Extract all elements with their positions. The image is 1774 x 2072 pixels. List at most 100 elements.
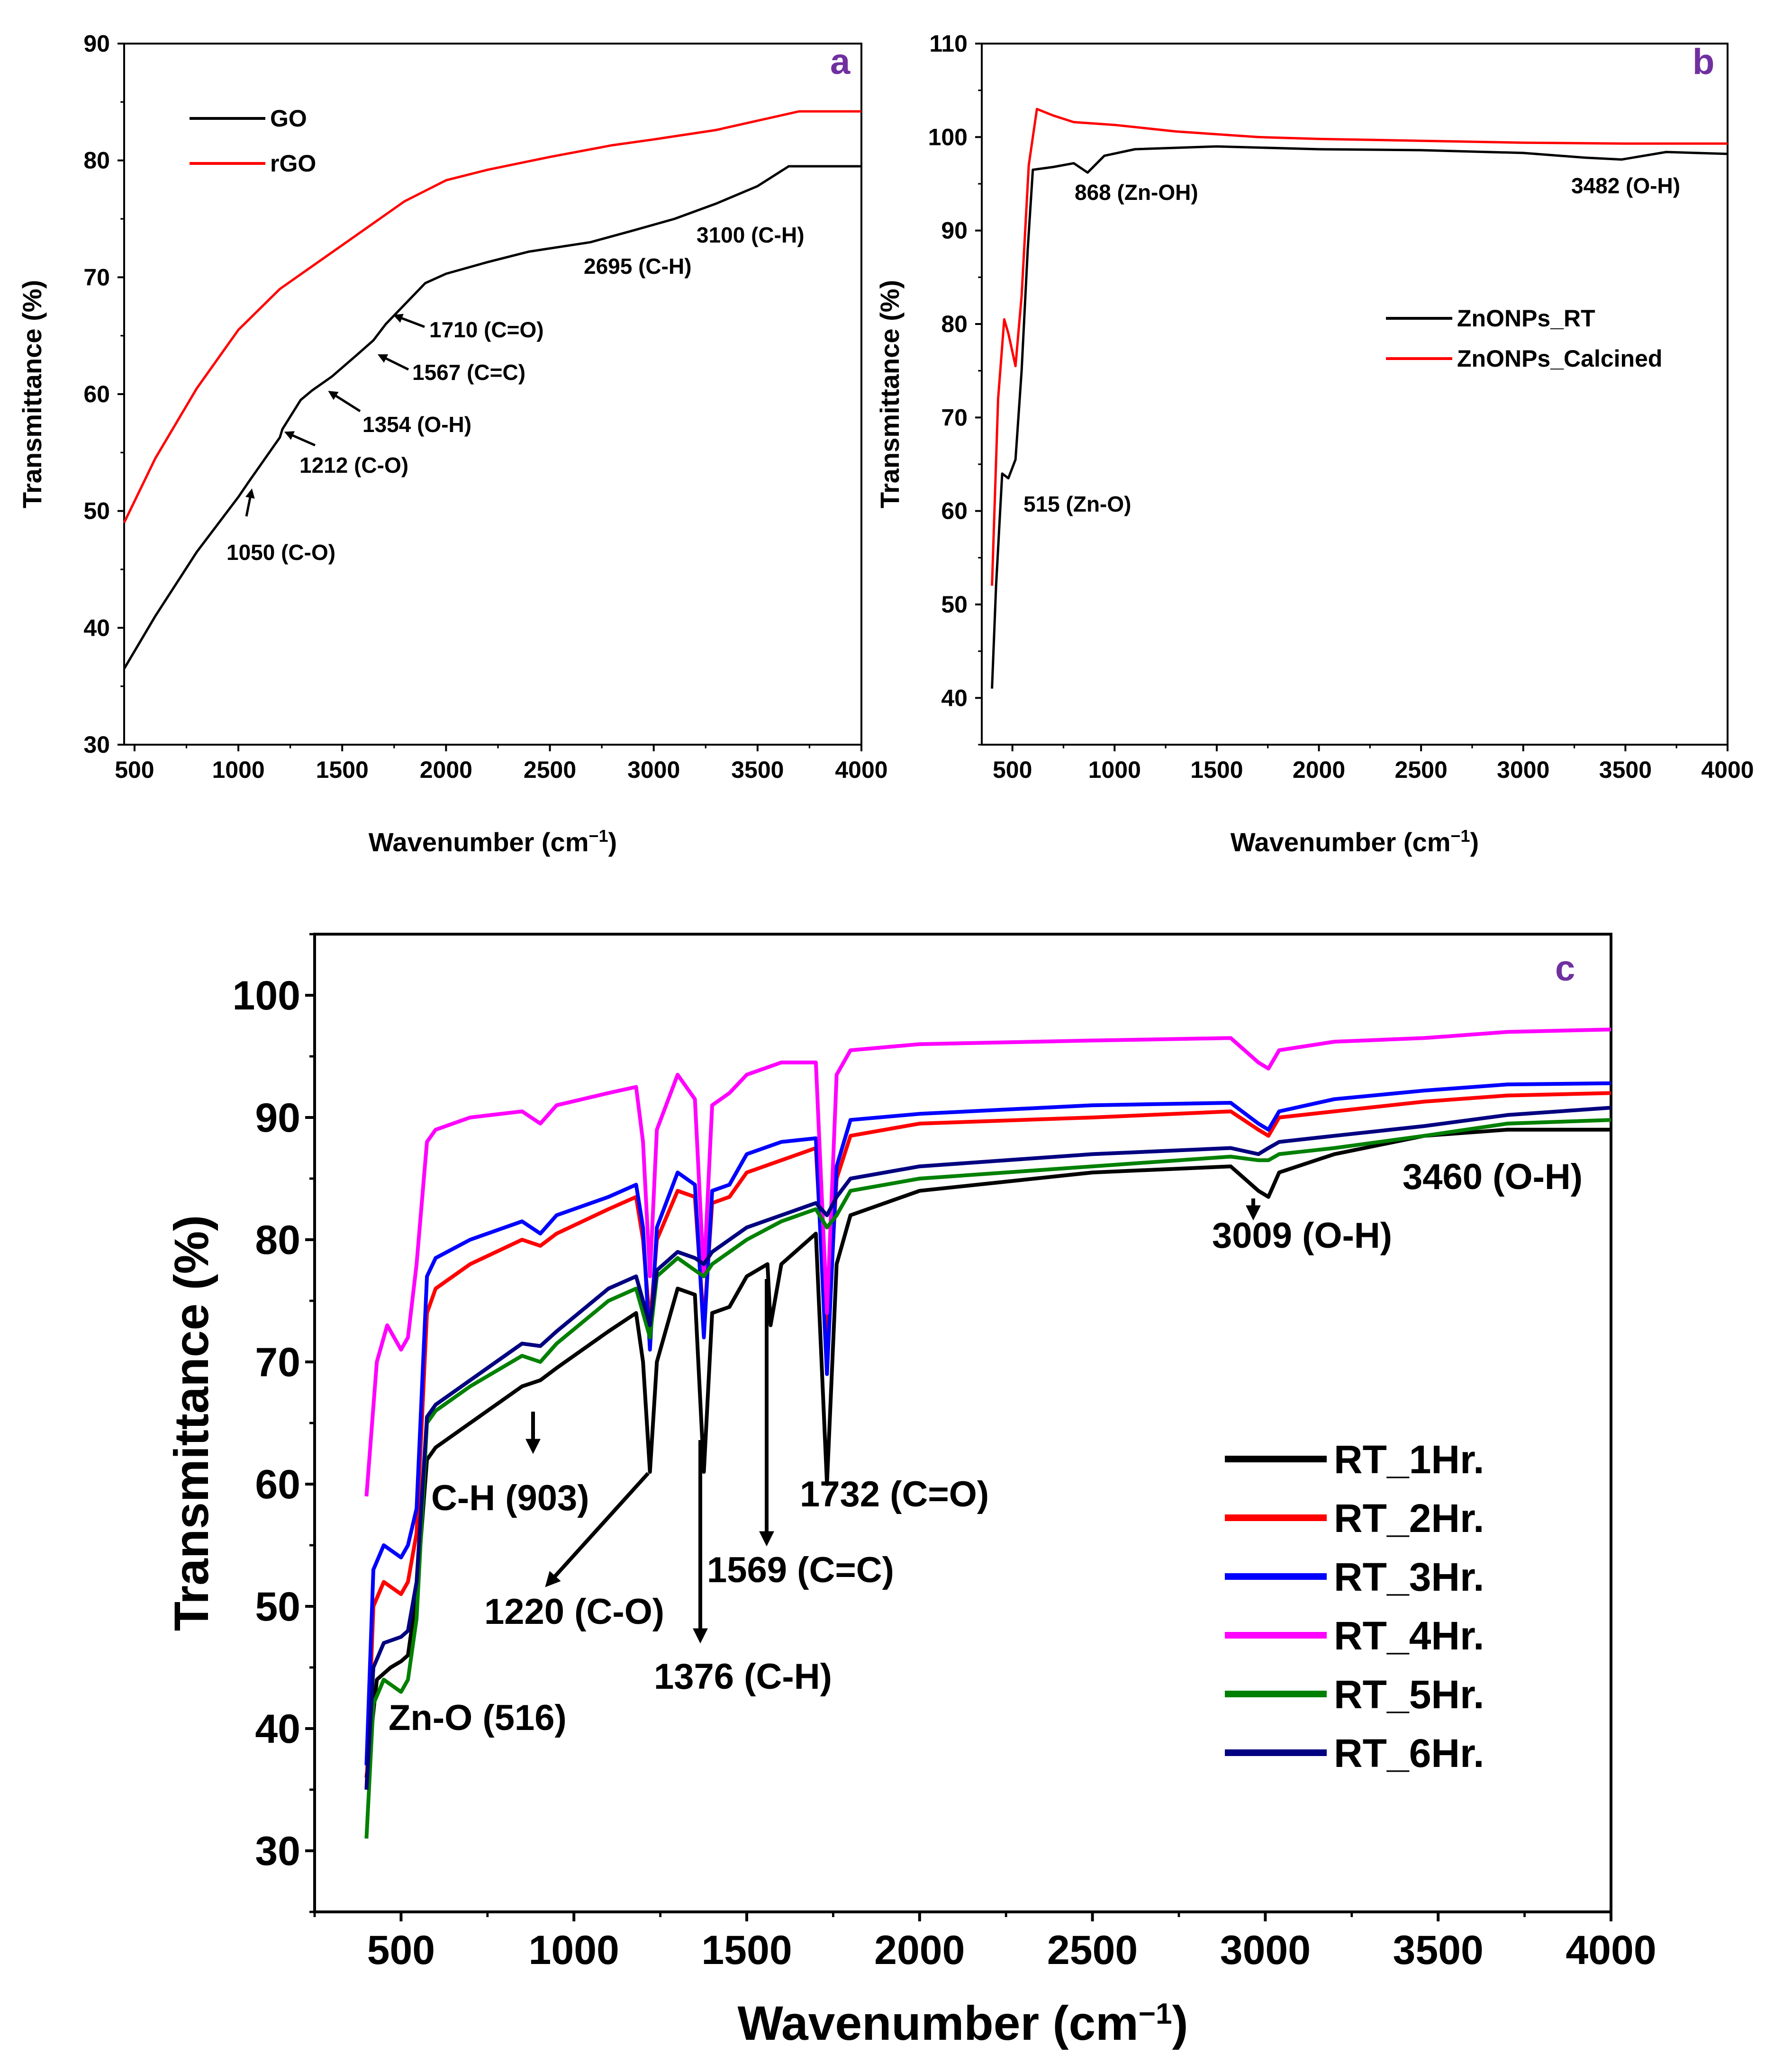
x-tick-label: 500 bbox=[993, 757, 1032, 783]
peak-annotation: 868 (Zn-OH) bbox=[1075, 180, 1198, 205]
y-tick-label: 70 bbox=[941, 404, 968, 431]
peak-annotation: 3100 (C-H) bbox=[697, 223, 805, 247]
x-tick-label: 2000 bbox=[874, 1928, 965, 1973]
x-tick-label: 4000 bbox=[835, 757, 887, 783]
plot-frame bbox=[123, 43, 862, 746]
x-axis-label: Wavenumber (cm−1) bbox=[737, 1996, 1188, 2050]
peak-annotation: 2695 (C-H) bbox=[584, 254, 692, 279]
y-tick-label: 60 bbox=[941, 498, 968, 524]
series-line-rt-1hr- bbox=[364, 1127, 1611, 1778]
annotation-arrow bbox=[245, 488, 255, 517]
x-tick-label: 3500 bbox=[1393, 1928, 1484, 1973]
peak-annotation: 1710 (C=O) bbox=[429, 317, 544, 342]
legend-label: RT_1Hr. bbox=[1334, 1437, 1484, 1482]
series-line-znonps-calcined bbox=[991, 108, 1728, 586]
peak-annotation: 1567 (C=C) bbox=[412, 360, 525, 385]
y-tick-label: 40 bbox=[83, 614, 110, 641]
panel-letter: c bbox=[1555, 948, 1575, 989]
peak-annotation: 3009 (O-H) bbox=[1212, 1216, 1392, 1256]
peak-annotation: 1050 (C-O) bbox=[226, 540, 335, 565]
y-tick-label: 90 bbox=[941, 217, 968, 244]
x-tick-label: 2000 bbox=[420, 757, 472, 783]
y-tick-label: 50 bbox=[83, 498, 110, 524]
legend-label: RT_5Hr. bbox=[1334, 1672, 1484, 1717]
y-tick-label: 90 bbox=[255, 1095, 300, 1141]
y-tick-label: 40 bbox=[255, 1706, 300, 1752]
legend-label: rGO bbox=[270, 150, 316, 177]
x-tick-label: 3500 bbox=[1599, 757, 1652, 783]
peak-annotation: 1732 (C=O) bbox=[800, 1474, 989, 1514]
chart-panel-c: 500 1000 1500 2000 2500 3000 3500 4000 30 40 50 60 7… bbox=[164, 933, 1656, 2050]
y-tick-label: 90 bbox=[83, 30, 110, 57]
legend-label: RT_6Hr. bbox=[1334, 1731, 1484, 1775]
series-line-go bbox=[123, 165, 861, 669]
series-line-rt-6hr- bbox=[364, 1106, 1611, 1790]
annotation-arrow bbox=[284, 431, 316, 447]
peak-annotation: 1376 (C-H) bbox=[654, 1657, 832, 1697]
annotation-arrow bbox=[377, 354, 409, 371]
y-tick-label: 110 bbox=[929, 30, 968, 57]
x-tick-label: 1500 bbox=[1190, 757, 1243, 783]
peak-annotation: 3460 (O-H) bbox=[1403, 1157, 1583, 1197]
y-tick-label: 80 bbox=[941, 311, 968, 337]
chart-panel-b: 500 1000 1500 2000 2500 3000 3500 4000 40 50 60 70 8… bbox=[875, 30, 1754, 857]
x-tick-label: 1000 bbox=[1088, 757, 1141, 783]
y-tick-label: 50 bbox=[941, 591, 968, 618]
y-tick-label: 40 bbox=[941, 685, 968, 711]
x-tick-label: 1500 bbox=[316, 757, 369, 783]
y-tick-label: 60 bbox=[255, 1462, 300, 1507]
x-tick-label: 1000 bbox=[529, 1928, 619, 1973]
peak-annotation: 1220 (C-O) bbox=[484, 1592, 664, 1632]
x-axis-label: Wavenumber (cm−1) bbox=[1231, 826, 1479, 857]
x-tick-label: 3000 bbox=[627, 757, 680, 783]
x-axis-label: Wavenumber (cm−1) bbox=[369, 826, 617, 857]
annotation-arrow bbox=[393, 314, 425, 328]
panel-letter: a bbox=[830, 42, 851, 82]
annotation-arrow bbox=[545, 1472, 650, 1587]
y-axis-label: Transmittance (%) bbox=[17, 280, 47, 508]
legend-label: RT_3Hr. bbox=[1334, 1555, 1484, 1599]
legend-label: RT_2Hr. bbox=[1334, 1496, 1484, 1540]
series-line-rt-4hr- bbox=[364, 1027, 1611, 1497]
series-line-znonps-rt bbox=[991, 145, 1728, 689]
x-tick-label: 2500 bbox=[524, 757, 576, 783]
x-tick-label: 500 bbox=[367, 1928, 435, 1973]
y-tick-label: 50 bbox=[255, 1584, 300, 1630]
panel-letter: b bbox=[1693, 42, 1714, 82]
y-tick-label: 60 bbox=[83, 381, 110, 407]
x-tick-label: 3000 bbox=[1220, 1928, 1311, 1973]
y-axis-label: Transmittance (%) bbox=[164, 1215, 218, 1631]
x-tick-label: 3000 bbox=[1497, 757, 1549, 783]
peak-annotation: 515 (Zn-O) bbox=[1023, 492, 1131, 516]
peak-annotation: 1354 (O-H) bbox=[362, 412, 471, 437]
x-tick-label: 1000 bbox=[212, 757, 264, 783]
legend-label: ZnONPs_Calcined bbox=[1457, 345, 1662, 372]
x-tick-label: 2500 bbox=[1395, 757, 1448, 783]
series-line-rgo bbox=[123, 110, 861, 523]
x-tick-label: 3500 bbox=[731, 757, 784, 783]
plot-frame bbox=[981, 43, 1729, 746]
x-tick-label: 2000 bbox=[1293, 757, 1345, 783]
peak-annotation: Zn-O (516) bbox=[389, 1698, 567, 1738]
y-tick-label: 100 bbox=[233, 973, 301, 1018]
x-tick-label: 4000 bbox=[1701, 757, 1754, 783]
y-tick-label: 100 bbox=[928, 124, 968, 150]
legend-label: RT_4Hr. bbox=[1334, 1613, 1484, 1658]
x-tick-label: 4000 bbox=[1566, 1928, 1656, 1973]
legend-label: ZnONPs_RT bbox=[1457, 305, 1595, 332]
x-tick-label: 500 bbox=[115, 757, 154, 783]
x-tick-label: 2500 bbox=[1047, 1928, 1138, 1973]
y-tick-label: 70 bbox=[255, 1340, 300, 1385]
y-tick-label: 70 bbox=[83, 264, 110, 290]
peak-annotation: 1569 (C=C) bbox=[707, 1550, 894, 1590]
chart-panel-a: 500 1000 1500 2000 2500 3000 3500 4000 30 40 50 60 7… bbox=[17, 30, 888, 857]
y-tick-label: 80 bbox=[83, 147, 110, 174]
x-tick-label: 1500 bbox=[701, 1928, 792, 1973]
peak-annotation: C-H (903) bbox=[431, 1478, 589, 1518]
y-tick-label: 80 bbox=[255, 1217, 300, 1263]
y-tick-label: 30 bbox=[255, 1829, 300, 1874]
legend-label: GO bbox=[270, 105, 307, 132]
peak-annotation: 1212 (C-O) bbox=[299, 453, 408, 477]
y-tick-label: 30 bbox=[83, 731, 110, 758]
